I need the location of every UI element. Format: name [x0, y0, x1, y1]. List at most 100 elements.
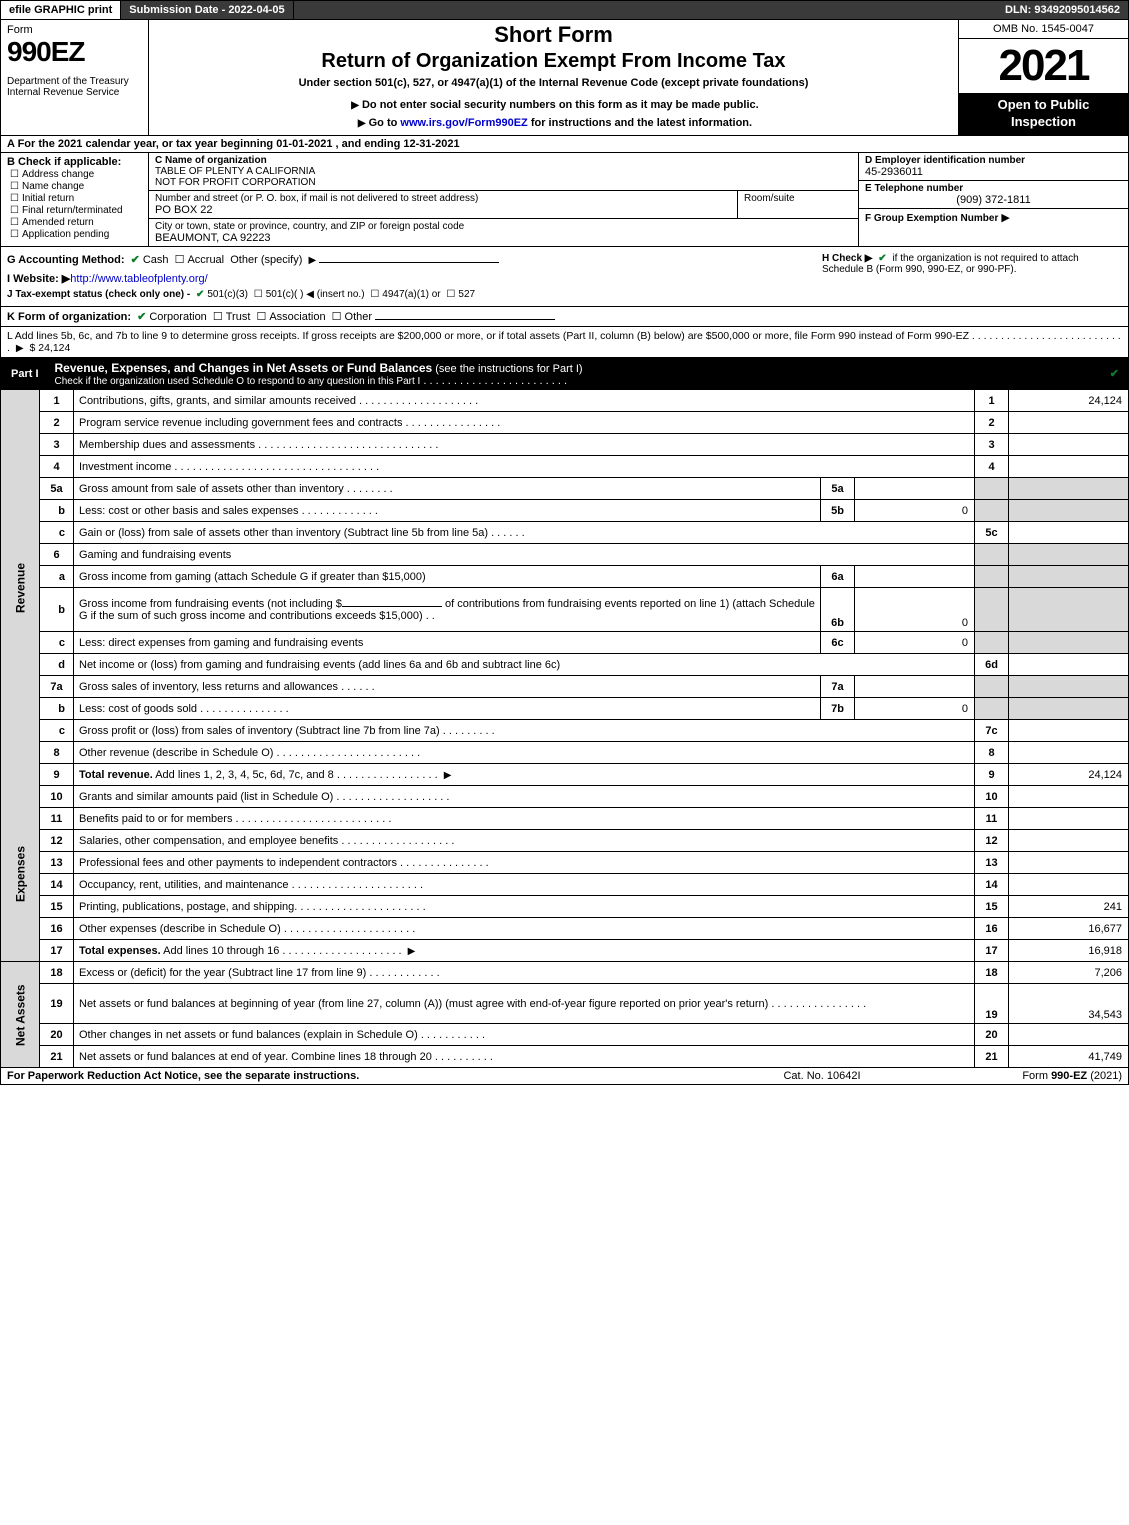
- checkbox-application-pending[interactable]: Application pending: [7, 229, 142, 240]
- checkbox-amended-return[interactable]: Amended return: [7, 217, 142, 228]
- arrow-icon: [405, 945, 419, 957]
- header-left: Form 990EZ Department of the Treasury In…: [1, 20, 149, 135]
- line-desc: Gross income from gaming (attach Schedul…: [74, 566, 821, 588]
- line-boxnum: 14: [975, 874, 1009, 896]
- website-label: I Website: ▶: [7, 273, 70, 285]
- line-num: 2: [40, 412, 74, 434]
- checkbox-association[interactable]: [253, 311, 269, 323]
- table-row: 15 Printing, publications, postage, and …: [1, 896, 1129, 918]
- line-num: 1: [40, 390, 74, 412]
- arrow-icon: [355, 117, 369, 129]
- other-org-field[interactable]: [375, 319, 555, 320]
- efile-graphic-print[interactable]: efile GRAPHIC print: [1, 1, 121, 19]
- group-exemption-label: F Group Exemption Number: [865, 213, 998, 224]
- street-value: PO BOX 22: [155, 204, 731, 216]
- checkbox-527[interactable]: [443, 289, 458, 300]
- grey-cell: [1009, 588, 1129, 632]
- line-num: 5a: [40, 478, 74, 500]
- line-boxnum: 7c: [975, 720, 1009, 742]
- checkbox-cash[interactable]: [128, 254, 143, 266]
- telephone-value: (909) 372-1811: [865, 194, 1122, 206]
- checkbox-501c3[interactable]: [193, 289, 207, 300]
- line-num: 14: [40, 874, 74, 896]
- footer-cat-no: Cat. No. 10642I: [722, 1070, 922, 1082]
- line-desc: Grants and similar amounts paid (list in…: [74, 786, 975, 808]
- checkbox-final-return[interactable]: Final return/terminated: [7, 205, 142, 216]
- checkbox-name-change[interactable]: Name change: [7, 181, 142, 192]
- form-label: Form: [7, 24, 142, 36]
- room-suite: Room/suite: [738, 191, 858, 218]
- line-value: 16,918: [1009, 940, 1129, 962]
- line-num: 17: [40, 940, 74, 962]
- other-specify-field[interactable]: [319, 262, 499, 263]
- arrow-icon: [305, 254, 319, 266]
- inner-boxnum: 6b: [821, 588, 855, 632]
- org-name-label: C Name of organization: [155, 155, 852, 166]
- line-boxnum: 4: [975, 456, 1009, 478]
- grey-cell: [975, 698, 1009, 720]
- line-desc: Gross income from fundraising events (no…: [74, 588, 821, 632]
- line-boxnum: 15: [975, 896, 1009, 918]
- table-row: 17 Total expenses. Add lines 10 through …: [1, 940, 1129, 962]
- submission-date: Submission Date - 2022-04-05: [121, 1, 293, 19]
- line-desc: Contributions, gifts, grants, and simila…: [74, 390, 975, 412]
- ein-label: D Employer identification number: [865, 155, 1122, 166]
- line-boxnum: 19: [975, 984, 1009, 1024]
- line-desc: Membership dues and assessments . . . . …: [74, 434, 975, 456]
- website-link[interactable]: http://www.tableofplenty.org/: [70, 273, 207, 285]
- part-1-label: Part I: [1, 365, 49, 383]
- grey-cell: [1009, 478, 1129, 500]
- inner-value: [855, 566, 975, 588]
- line-desc: Printing, publications, postage, and shi…: [74, 896, 975, 918]
- contrib-amount-field[interactable]: [342, 606, 442, 607]
- inner-value: 0: [855, 500, 975, 522]
- line-boxnum: 16: [975, 918, 1009, 940]
- checkbox-address-change[interactable]: Address change: [7, 169, 142, 180]
- page-footer: For Paperwork Reduction Act Notice, see …: [0, 1068, 1129, 1085]
- grey-cell: [975, 676, 1009, 698]
- checkbox-trust[interactable]: [210, 311, 226, 323]
- line-num: c: [40, 522, 74, 544]
- line-num: 19: [40, 984, 74, 1024]
- checkbox-501c[interactable]: [251, 289, 266, 300]
- section-j: J Tax-exempt status (check only one) - 5…: [7, 289, 1122, 300]
- checkbox-schedule-b-not-required[interactable]: [875, 253, 889, 264]
- checkbox-4947a1[interactable]: [367, 289, 382, 300]
- inner-value: 0: [855, 632, 975, 654]
- city-label: City or town, state or province, country…: [155, 221, 852, 232]
- under-section: Under section 501(c), 527, or 4947(a)(1)…: [155, 77, 952, 89]
- header-right: OMB No. 1545-0047 2021 Open to Public In…: [958, 20, 1128, 135]
- footer-form-id: Form 990-EZ (2021): [922, 1070, 1122, 1082]
- line-value: 241: [1009, 896, 1129, 918]
- checkbox-accrual[interactable]: [172, 254, 188, 266]
- line-desc: Other expenses (describe in Schedule O) …: [74, 918, 975, 940]
- line-value: 24,124: [1009, 764, 1129, 786]
- line-boxnum: 5c: [975, 522, 1009, 544]
- inner-boxnum: 7b: [821, 698, 855, 720]
- arrow-icon: [13, 342, 27, 354]
- grey-cell: [1009, 500, 1129, 522]
- table-row: 19 Net assets or fund balances at beginn…: [1, 984, 1129, 1024]
- open-to-public: Open to Public Inspection: [959, 93, 1128, 135]
- line-desc: Occupancy, rent, utilities, and maintena…: [74, 874, 975, 896]
- street-label: Number and street (or P. O. box, if mail…: [155, 193, 731, 204]
- line-value: 24,124: [1009, 390, 1129, 412]
- checkbox-initial-return[interactable]: Initial return: [7, 193, 142, 204]
- inner-boxnum: 5a: [821, 478, 855, 500]
- line-value: 41,749: [1009, 1046, 1129, 1068]
- section-d: D Employer identification number 45-2936…: [859, 153, 1128, 181]
- line-desc: Gain or (loss) from sale of assets other…: [74, 522, 975, 544]
- checkbox-other-org[interactable]: [329, 311, 345, 323]
- line-num: a: [40, 566, 74, 588]
- line-desc: Net assets or fund balances at end of ye…: [74, 1046, 975, 1068]
- part-1-check[interactable]: [1101, 364, 1128, 383]
- grey-cell: [1009, 698, 1129, 720]
- line-desc: Net income or (loss) from gaming and fun…: [74, 654, 975, 676]
- line-desc: Gross profit or (loss) from sales of inv…: [74, 720, 975, 742]
- irs-link[interactable]: www.irs.gov/Form990EZ: [400, 117, 527, 129]
- street-address: Number and street (or P. O. box, if mail…: [149, 191, 738, 218]
- checkbox-corporation[interactable]: [134, 311, 149, 323]
- table-row: b Gross income from fundraising events (…: [1, 588, 1129, 632]
- grey-cell: [975, 588, 1009, 632]
- form-header: Form 990EZ Department of the Treasury In…: [0, 20, 1129, 136]
